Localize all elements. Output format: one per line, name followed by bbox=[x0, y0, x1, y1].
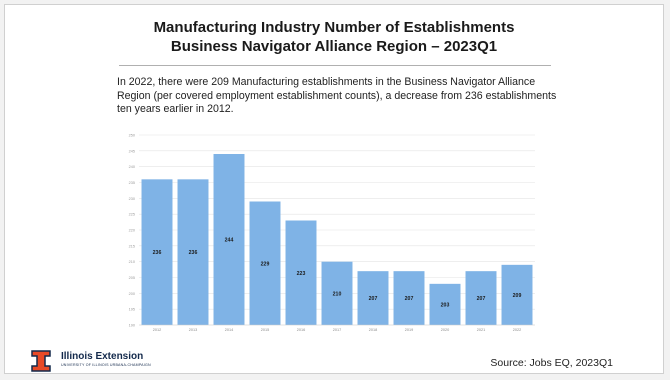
y-tick-label: 215 bbox=[129, 244, 135, 248]
x-tick-label: 2015 bbox=[261, 328, 269, 332]
bar bbox=[249, 201, 281, 325]
bar bbox=[321, 261, 353, 325]
x-tick-label: 2012 bbox=[153, 328, 161, 332]
illinois-block-i-icon bbox=[31, 350, 51, 372]
source-note: Source: Jobs EQ, 2023Q1 bbox=[490, 357, 613, 369]
y-tick-label: 195 bbox=[129, 308, 135, 312]
title-divider bbox=[119, 65, 551, 66]
y-tick-label: 220 bbox=[129, 229, 135, 233]
illinois-extension-logo: Illinois Extension UNIVERSITY OF ILLINOI… bbox=[61, 351, 151, 367]
slide-title: Manufacturing Industry Number of Establi… bbox=[5, 18, 663, 56]
data-label: 244 bbox=[225, 238, 234, 244]
x-tick-label: 2022 bbox=[513, 328, 521, 332]
bar bbox=[285, 220, 317, 325]
bar bbox=[393, 271, 425, 325]
x-tick-label: 2021 bbox=[477, 328, 485, 332]
x-tick-label: 2017 bbox=[333, 328, 341, 332]
x-tick-label: 2016 bbox=[297, 328, 305, 332]
x-tick-label: 2020 bbox=[441, 328, 449, 332]
title-line-1: Manufacturing Industry Number of Establi… bbox=[153, 19, 515, 36]
data-label: 203 bbox=[441, 302, 450, 308]
data-label: 207 bbox=[369, 296, 378, 302]
y-tick-label: 200 bbox=[129, 292, 135, 296]
data-label: 236 bbox=[189, 250, 198, 256]
x-tick-label: 2018 bbox=[369, 328, 377, 332]
bar bbox=[501, 264, 533, 325]
y-tick-label: 225 bbox=[129, 213, 135, 217]
data-label: 210 bbox=[333, 291, 342, 297]
x-tick-label: 2013 bbox=[189, 328, 197, 332]
y-tick-label: 230 bbox=[129, 197, 135, 201]
title-line-2: Business Navigator Alliance Region – 202… bbox=[170, 38, 498, 55]
y-tick-label: 210 bbox=[129, 260, 135, 264]
bar-chart: 190 195 200 205 210 215 220 225 230 235 240 245 250 2… bbox=[129, 134, 535, 332]
y-tick-label: 245 bbox=[129, 149, 135, 153]
bar bbox=[429, 283, 461, 325]
bar bbox=[465, 271, 497, 325]
y-tick-label: 235 bbox=[129, 181, 135, 185]
logo-subtitle: UNIVERSITY OF ILLINOIS URBANA-CHAMPAIGN bbox=[61, 363, 151, 367]
x-tick-label: 2019 bbox=[405, 328, 413, 332]
data-label: 207 bbox=[405, 296, 414, 302]
bar bbox=[177, 179, 209, 325]
data-label: 223 bbox=[297, 271, 306, 277]
y-tick-label: 240 bbox=[129, 165, 135, 169]
intro-paragraph: In 2022, there were 209 Manufacturing es… bbox=[117, 76, 557, 115]
data-label: 229 bbox=[261, 261, 270, 267]
data-label: 236 bbox=[153, 250, 162, 256]
bar bbox=[357, 271, 389, 325]
data-label: 209 bbox=[513, 293, 522, 299]
bar bbox=[141, 179, 173, 325]
slide: Manufacturing Industry Number of Establi… bbox=[4, 4, 664, 374]
x-tick-label: 2014 bbox=[225, 328, 233, 332]
logo-name: Illinois Extension bbox=[61, 351, 144, 362]
y-tick-label: 190 bbox=[129, 324, 135, 328]
bar bbox=[213, 154, 245, 325]
data-label: 207 bbox=[477, 296, 486, 302]
y-tick-label: 250 bbox=[129, 134, 135, 138]
y-tick-label: 205 bbox=[129, 276, 135, 280]
